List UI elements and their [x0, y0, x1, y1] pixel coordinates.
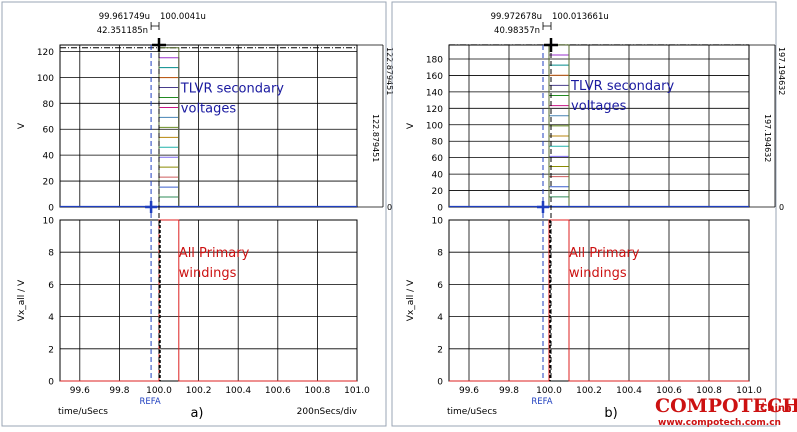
bottom-ylabel: Vx_all / V: [17, 279, 27, 321]
top-ytick-label: 40: [432, 171, 444, 181]
xtick-label: 100.4: [616, 386, 642, 396]
bottom-ytick-label: 4: [48, 313, 54, 323]
xtick-label: 101.0: [736, 386, 762, 396]
brand-logo: COMPOTECH China www.compotech.com.cn: [655, 395, 797, 428]
bottom-ytick-label: 10: [432, 217, 444, 227]
xtick-label: 100.6: [265, 386, 291, 396]
xtick-label: 100.8: [305, 386, 331, 396]
top-ylabel: V: [406, 122, 416, 129]
ref-label: REFA: [531, 397, 552, 407]
bottom-plot-frame: [448, 219, 750, 382]
primary-annotation: All Primary: [179, 246, 250, 261]
xtick-label: 100.0: [146, 386, 172, 396]
bottom-ytick-label: 8: [437, 249, 443, 259]
secondary-annotation: voltages: [181, 101, 237, 116]
bottom-ytick-label: 0: [437, 378, 443, 388]
bottom-ytick-label: 6: [437, 281, 443, 291]
top-ytick-label: 0: [437, 204, 443, 214]
bottom-ylabel: Vx_all / V: [406, 279, 416, 321]
bottom-ytick-label: 6: [48, 281, 54, 291]
top-ytick-label: 80: [43, 100, 55, 110]
secondary-annotation: TLVR secondary: [570, 79, 674, 94]
xtick-label: 100.8: [696, 386, 722, 396]
bottom-ytick-label: 4: [437, 313, 443, 323]
top-ytick-label: 60: [43, 126, 55, 136]
secondary-annotation: TLVR secondary: [180, 81, 284, 96]
right-zero-value: 0: [779, 203, 784, 212]
top-ytick-label: 20: [432, 187, 444, 197]
brand-url: www.compotech.com.cn: [658, 418, 781, 428]
top-ytick-label: 120: [37, 48, 54, 58]
x-axis-title: time/uSecs: [447, 407, 497, 417]
cursor-delta-value: 42.351185n: [97, 26, 148, 36]
primary-winding-trace: [449, 219, 749, 382]
cursor-ref-marker: [537, 201, 549, 213]
top-ytick-label: 140: [426, 88, 443, 98]
right-mid-value: 122.879451: [371, 114, 380, 162]
xtick-label: 100.4: [225, 386, 251, 396]
top-ylabel: V: [17, 122, 27, 129]
right-top-value: 122.879451: [385, 47, 394, 95]
bottom-ytick-label: 0: [48, 378, 54, 388]
primary-winding-trace: [60, 219, 357, 382]
xtick-label: 100.6: [656, 386, 682, 396]
top-ytick-label: 0: [48, 204, 54, 214]
top-plot-frame: [448, 44, 750, 208]
top-ytick-label: 100: [426, 121, 443, 131]
top-ytick-label: 120: [426, 105, 443, 115]
cursor-measure-time: 100.0041u: [160, 12, 206, 22]
top-plot-frame: [59, 44, 358, 208]
top-ytick-label: 80: [432, 138, 444, 148]
cursor-ref-time: 99.972678u: [491, 12, 542, 22]
xtick-label: 99.6: [70, 386, 90, 396]
xtick-label: 99.8: [499, 386, 519, 396]
xtick-label: 100.2: [186, 386, 212, 396]
cursor-delta-bracket: [150, 22, 160, 30]
top-ytick-label: 180: [426, 55, 443, 65]
bottom-ytick-label: 10: [43, 217, 55, 227]
xtick-label: 99.8: [109, 386, 129, 396]
secondary-voltage-trace: [548, 44, 570, 207]
primary-annotation: All Primary: [569, 246, 640, 261]
top-ytick-label: 100: [37, 74, 54, 84]
panel-label: a): [190, 406, 203, 421]
cursor-ref-time: 99.961749u: [99, 12, 150, 22]
cursor-delta-value: 40.98357n: [494, 26, 540, 36]
xtick-label: 100.2: [576, 386, 602, 396]
cursor-measure-marker: [544, 38, 558, 52]
ref-label: REFA: [139, 397, 160, 407]
cursor-ref-marker: [145, 201, 158, 213]
right-mid-value: 197.194632: [763, 114, 772, 162]
cursor-measure-time: 100.013661u: [552, 12, 609, 22]
right-zero-value: 0: [387, 203, 392, 212]
brand-name: COMPOTECH: [655, 395, 797, 417]
right-top-value: 197.194632: [777, 47, 786, 95]
bottom-plot-frame: [59, 219, 358, 382]
xtick-label: 99.6: [459, 386, 479, 396]
bottom-ytick-label: 2: [48, 345, 54, 355]
xtick-label: 101.0: [344, 386, 370, 396]
primary-annotation: windings: [569, 266, 627, 281]
brand-subname: China: [760, 403, 792, 414]
top-ytick-label: 60: [432, 154, 444, 164]
cursor-delta-bracket: [542, 22, 552, 30]
top-ytick-label: 160: [426, 72, 443, 82]
bottom-ytick-label: 8: [48, 249, 54, 259]
x-division-label: 200nSecs/div: [297, 407, 358, 417]
panel-label: b): [604, 406, 617, 421]
panel-border: [391, 1, 777, 427]
cursor-measure-marker: [152, 38, 166, 52]
bottom-ytick-label: 2: [437, 345, 443, 355]
top-ytick-label: 20: [43, 178, 55, 188]
primary-annotation: windings: [179, 266, 237, 281]
x-axis-title: time/uSecs: [58, 407, 108, 417]
secondary-annotation: voltages: [571, 99, 627, 114]
xtick-label: 100.0: [536, 386, 562, 396]
top-ytick-label: 40: [43, 152, 55, 162]
panel-border: [1, 1, 387, 427]
